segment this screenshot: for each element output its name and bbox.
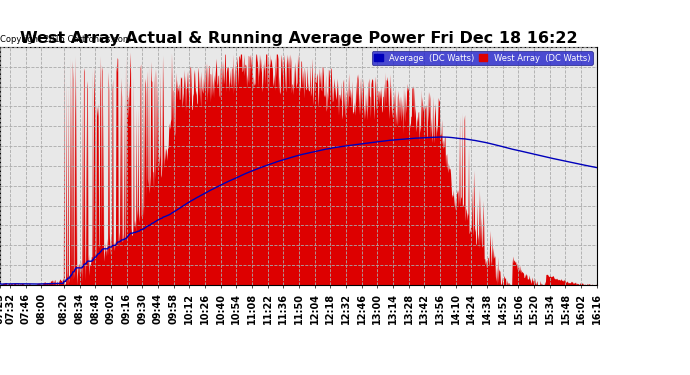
Legend: Average  (DC Watts), West Array  (DC Watts): Average (DC Watts), West Array (DC Watts… [372, 51, 593, 65]
Title: West Array Actual & Running Average Power Fri Dec 18 16:22: West Array Actual & Running Average Powe… [19, 31, 578, 46]
Text: Copyright 2015 Cartronics.com: Copyright 2015 Cartronics.com [0, 36, 131, 45]
